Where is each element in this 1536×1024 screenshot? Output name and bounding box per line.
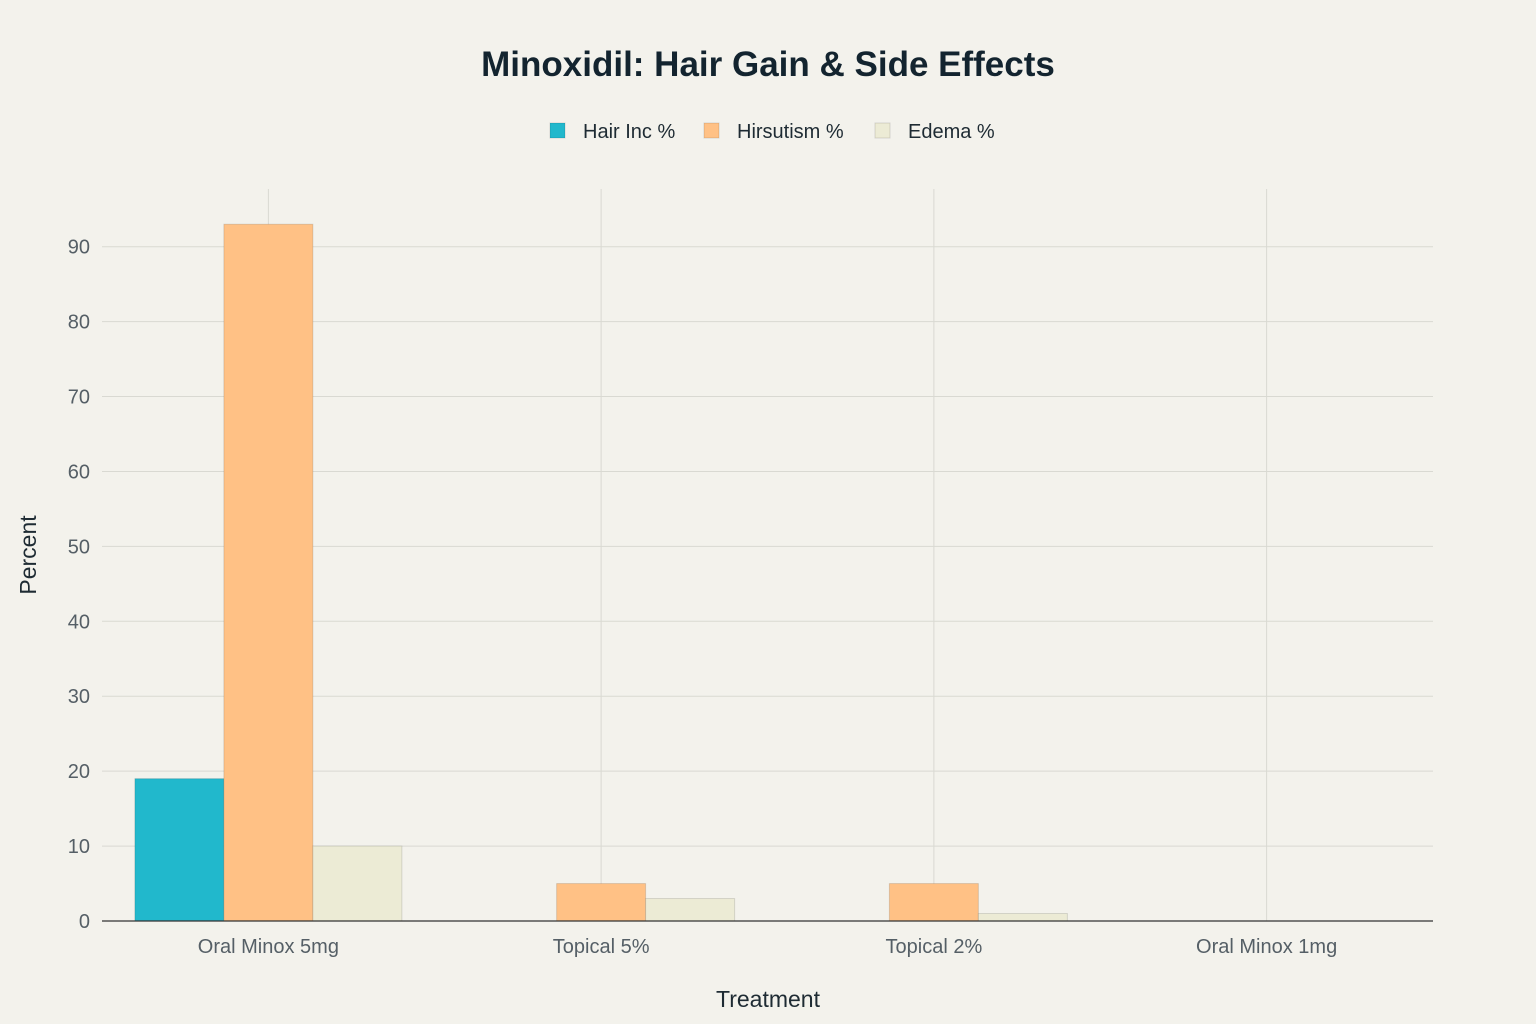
legend: Hair Inc % Hirsutism % Edema %: [549, 121, 995, 143]
grid: [102, 189, 1433, 921]
y-tick-label: 80: [68, 312, 90, 334]
legend-label: Edema %: [908, 121, 995, 143]
y-tick-label: 20: [68, 761, 90, 783]
bar-hirsutism-2: [888, 883, 979, 922]
bar-edema-0: [312, 845, 403, 922]
axes: 0 10 20 30 40 50 60 70 80 90 Oral Minox 5mg Topical…: [68, 237, 1433, 958]
legend-label: Hirsutism %: [737, 121, 844, 143]
chart-title: Minoxidil: Hair Gain & Side Effects: [481, 45, 1055, 84]
x-tick-label: Oral Minox 5mg: [198, 936, 339, 958]
x-tick-label: Topical 5%: [553, 936, 650, 958]
x-tick-label: Topical 2%: [886, 936, 983, 958]
bar-edema-2: [977, 913, 1068, 922]
x-axis-title: Treatment: [716, 986, 821, 1012]
y-tick-label: 90: [68, 237, 90, 259]
legend-swatch: [549, 122, 566, 139]
x-tick-label: Oral Minox 1mg: [1196, 936, 1337, 958]
bars: [134, 223, 1068, 922]
y-tick-label: 0: [79, 911, 90, 933]
y-tick-label: 30: [68, 686, 90, 708]
bar-hirsutism-1: [556, 883, 647, 922]
legend-swatch: [874, 122, 891, 139]
y-tick-label: 10: [68, 836, 90, 858]
legend-swatch: [703, 122, 720, 139]
legend-label: Hair Inc %: [583, 121, 675, 143]
bar-hirsutism-0: [223, 223, 314, 922]
bar-edema-1: [645, 898, 736, 922]
y-tick-label: 40: [68, 611, 90, 633]
y-axis-title: Percent: [15, 515, 41, 595]
y-tick-label: 50: [68, 536, 90, 558]
y-tick-label: 70: [68, 387, 90, 409]
y-tick-label: 60: [68, 461, 90, 483]
bar-hair-inc-0: [134, 778, 225, 922]
